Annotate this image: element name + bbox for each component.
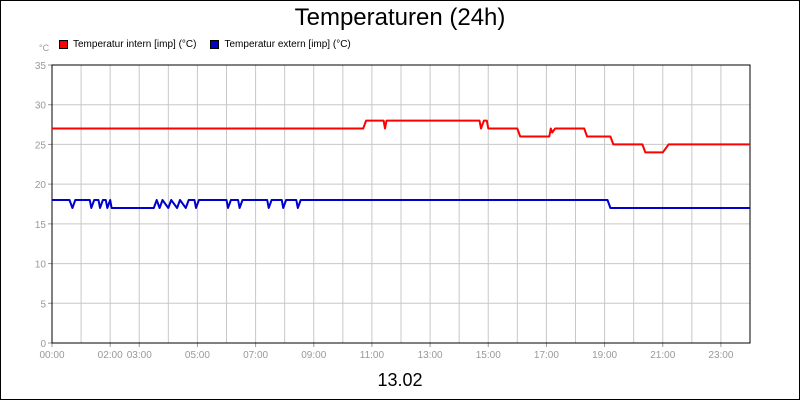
x-tick-label: 09:00 bbox=[301, 350, 326, 361]
date-label: 13.02 bbox=[377, 370, 423, 390]
plot-border bbox=[51, 64, 751, 344]
legend-label-extern: Temperatur extern [imp] (°C) bbox=[224, 39, 351, 50]
y-tick-label: 0 bbox=[40, 339, 46, 350]
x-tick-label: 00:00 bbox=[39, 350, 64, 361]
x-tick-label: 02:00 bbox=[98, 350, 123, 361]
y-tick-label: 10 bbox=[35, 260, 47, 271]
x-tick-label: 13:00 bbox=[418, 350, 443, 361]
legend-item-intern: Temperatur intern [imp] (°C) bbox=[59, 39, 196, 50]
chart-legend: Temperatur intern [imp] (°C) Temperatur … bbox=[59, 39, 351, 50]
series-line-extern bbox=[52, 199, 750, 209]
legend-swatch-extern bbox=[210, 40, 220, 49]
y-tick-label: 15 bbox=[35, 220, 47, 231]
legend-item-extern: Temperatur extern [imp] (°C) bbox=[210, 39, 351, 50]
x-tick-label: 15:00 bbox=[476, 350, 501, 361]
x-tick-label: 19:00 bbox=[592, 350, 617, 361]
x-tick-label: 23:00 bbox=[708, 350, 733, 361]
x-tick-label: 21:00 bbox=[650, 350, 675, 361]
legend-swatch-intern bbox=[59, 40, 68, 49]
legend-label-intern: Temperatur intern [imp] (°C) bbox=[73, 39, 197, 50]
x-tick-label: 07:00 bbox=[243, 350, 268, 361]
y-tick-label: 5 bbox=[40, 299, 46, 310]
y-tick-label: 25 bbox=[35, 140, 47, 151]
series-line-intern bbox=[52, 119, 750, 154]
chart-title: Temperaturen (24h) bbox=[294, 4, 506, 31]
x-tick-label: 17:00 bbox=[534, 350, 559, 361]
y-axis-unit: °C bbox=[39, 43, 50, 53]
y-tick-label: 35 bbox=[35, 61, 47, 72]
x-tick-label: 03:00 bbox=[127, 350, 152, 361]
x-tick-label: 11:00 bbox=[360, 350, 385, 361]
y-tick-label: 20 bbox=[35, 180, 47, 191]
x-tick-label: 05:00 bbox=[185, 350, 210, 361]
y-tick-label: 30 bbox=[35, 101, 47, 112]
